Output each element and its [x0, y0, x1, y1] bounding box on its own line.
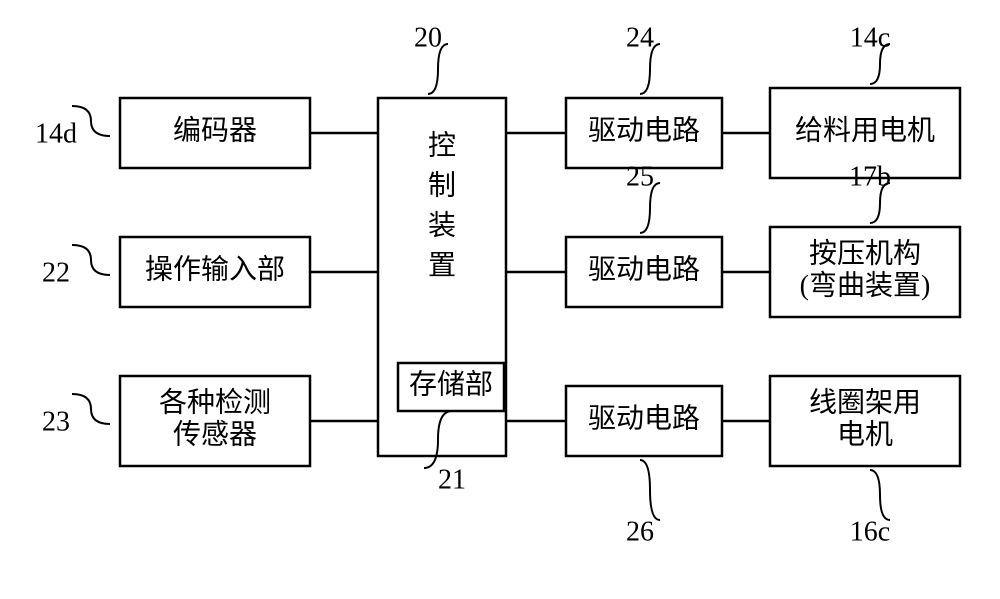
- feed-motor-text-line0: 给料用电机: [795, 114, 935, 146]
- bobbin-motor-label: 16c: [850, 516, 890, 547]
- encoder-text-line0: 编码器: [173, 114, 257, 146]
- bobbin-motor-text-line0: 线圈架用: [809, 386, 921, 418]
- input-leader: [72, 245, 110, 275]
- sensors-text-line0: 各种检测: [159, 386, 271, 418]
- drive3-drive-label: 26: [626, 516, 654, 547]
- sensors-leader: [72, 394, 110, 424]
- input-label: 22: [42, 257, 70, 288]
- sensors-text-line1: 传感器: [173, 418, 257, 450]
- drive1-drive-text-line0: 驱动电路: [588, 114, 700, 146]
- feed-motor-label: 14c: [850, 22, 890, 53]
- bobbin-motor-leader: [870, 470, 890, 520]
- drive1-drive-label: 24: [626, 22, 654, 53]
- encoder-leader: [72, 106, 110, 136]
- press-text-line1: (弯曲装置): [800, 269, 931, 301]
- storage-text-line0: 存储部: [409, 368, 493, 400]
- bobbin-motor-text-line1: 电机: [837, 418, 893, 450]
- encoder-label: 14d: [35, 118, 77, 149]
- storage-label: 21: [438, 464, 466, 495]
- press-text-line0: 按压机构: [809, 237, 921, 269]
- press-label: 17b: [849, 161, 891, 192]
- controller-char0: 控: [428, 129, 456, 161]
- controller-char1: 制: [428, 169, 456, 201]
- controller-char2: 装: [428, 209, 456, 241]
- drive3-drive-leader: [640, 460, 660, 520]
- controller-label: 20: [414, 22, 442, 53]
- sensors-label: 23: [42, 406, 70, 437]
- drive2-drive-label: 25: [626, 161, 654, 192]
- input-text-line0: 操作输入部: [145, 253, 285, 285]
- controller-char3: 置: [428, 250, 456, 281]
- drive2-drive-text-line0: 驱动电路: [588, 253, 700, 285]
- drive3-drive-text-line0: 驱动电路: [588, 402, 700, 434]
